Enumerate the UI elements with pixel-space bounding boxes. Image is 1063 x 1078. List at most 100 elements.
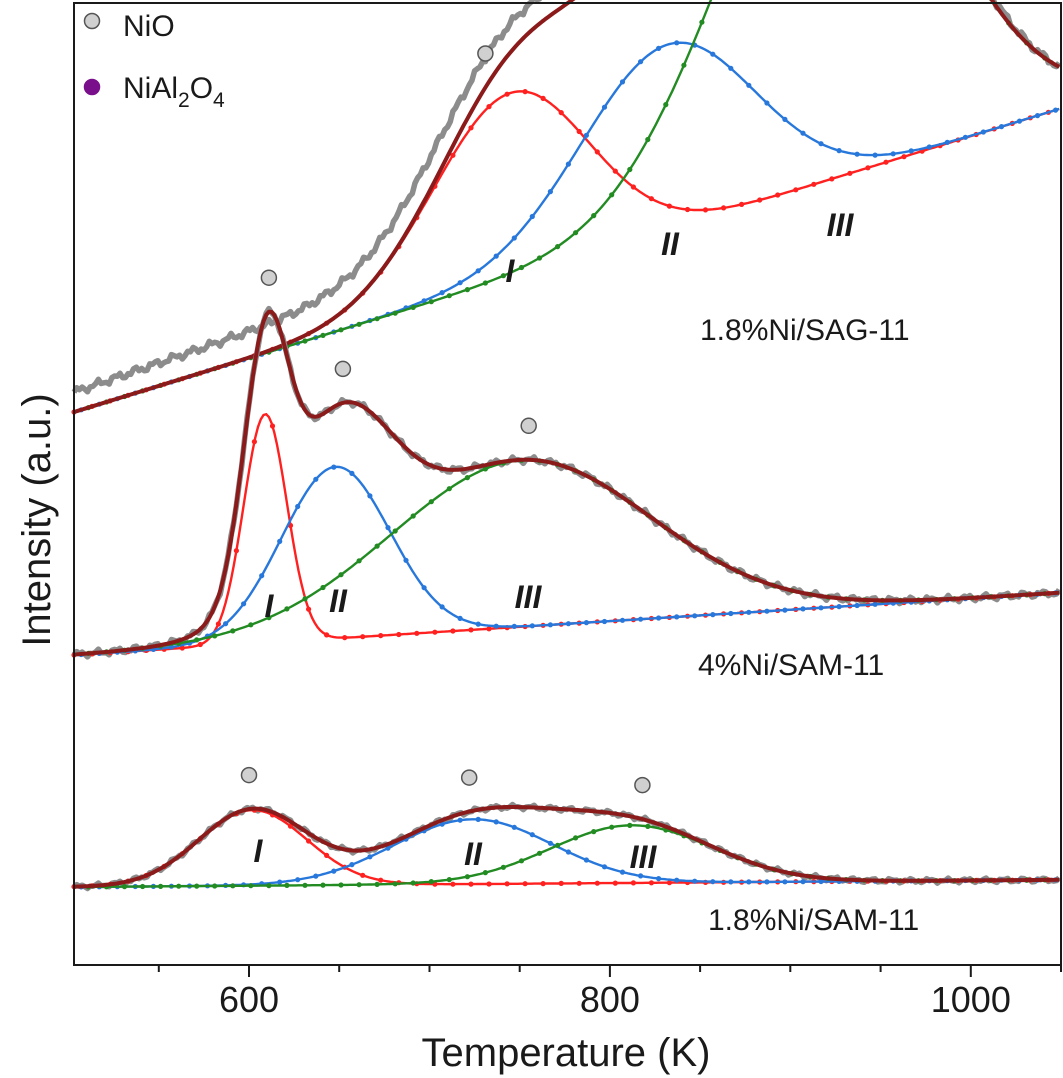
peak-fit-point: [338, 572, 344, 578]
peak-fit-point: [601, 618, 608, 625]
peak-fit-point: [522, 89, 528, 95]
x-axis-ticks: 600 800 1000: [157, 965, 1062, 1020]
peak-fit-point: [320, 332, 326, 338]
peak-fit-point: [457, 817, 463, 823]
peak-fit-point: [179, 645, 185, 651]
peak-fit-point: [439, 290, 445, 296]
peak-fit-point: [367, 854, 373, 860]
peak-fit-point: [428, 299, 434, 305]
peak-fit-point: [511, 824, 517, 830]
peak-fit-point: [746, 82, 752, 88]
peak-fit-point: [374, 543, 380, 549]
peak-fit-point: [378, 633, 384, 639]
peak-fit-point: [757, 197, 763, 203]
peak-fit-point: [468, 125, 474, 131]
peak-fit-point: [681, 62, 687, 68]
peak-fit-point: [547, 840, 554, 846]
peak-fit-point: [764, 100, 770, 106]
peak-label: III: [515, 579, 543, 615]
peak-fit-point: [410, 304, 416, 310]
peak-fit-point: [666, 880, 673, 886]
peak-fit-point: [450, 628, 456, 634]
peak-fit-point: [259, 573, 265, 579]
peak-fit-point: [414, 630, 420, 636]
peak-fit-point: [356, 321, 362, 327]
peak-fit-point: [500, 273, 506, 279]
peak-fit-point: [746, 609, 752, 615]
peak-fit-point: [446, 293, 452, 299]
peak-fit-point: [392, 310, 398, 316]
peak-fit-point: [450, 152, 456, 158]
peak-fit-point: [475, 816, 481, 823]
fit-envelope: [73, 0, 1061, 414]
peak-fit-point: [854, 602, 860, 609]
peak-fit-point: [576, 128, 582, 135]
peak-fit-point: [269, 423, 276, 429]
peak-fit-point: [674, 40, 680, 46]
peak-fit-point: [331, 868, 337, 874]
legend-nio-label: NiO: [123, 10, 175, 43]
legend: NiO NiAl2O4: [83, 10, 225, 112]
phase-marker-nio: [634, 776, 651, 794]
peak-fit-point: [511, 623, 517, 630]
peak-fit-point: [457, 615, 463, 622]
peak-fit-point: [728, 65, 734, 71]
peak-fit-point: [818, 605, 824, 611]
peak-fit-point: [594, 149, 600, 155]
peak-fit-point: [302, 338, 308, 344]
fit-envelope: [73, 805, 1060, 889]
x-axis-title: Temperature (K): [422, 1031, 711, 1075]
peak-fit-point: [800, 879, 806, 885]
peak-fit-point: [140, 883, 146, 890]
peak-fit-point: [619, 869, 626, 875]
peak-fit-point: [482, 280, 488, 286]
peak-fit-point: [212, 883, 218, 889]
phase-marker-nio: [460, 769, 478, 786]
peak-fit-point: [439, 821, 445, 827]
peak-fit-point: [721, 205, 727, 211]
peak-fit-point: [356, 882, 362, 888]
peak-fit-point: [320, 882, 326, 888]
peak-fit-point: [962, 134, 969, 140]
peak-fit-point: [284, 882, 290, 889]
peak-fit-point: [890, 151, 896, 157]
peak-fit-point: [475, 621, 481, 627]
peak-fit-point: [486, 104, 492, 110]
fit-envelope: [73, 309, 1060, 657]
peak-fit-point: [230, 883, 236, 889]
legend-nial2o4-marker-icon: [83, 78, 101, 96]
peak-fit-point: [428, 499, 434, 505]
peak-fit-point: [536, 850, 543, 856]
peak-fit-point: [540, 95, 546, 101]
peak-fit-point: [504, 91, 510, 97]
peak-fit-point: [306, 838, 312, 844]
plot-frame: [73, 2, 1062, 966]
peak-fit-point: [782, 879, 788, 885]
peak-fit-point: [601, 104, 608, 110]
peak-fit-point: [392, 528, 398, 534]
peak-fit-point: [295, 503, 301, 510]
peak-fit-point: [710, 612, 716, 618]
peak-fit-point: [883, 159, 889, 165]
peak-fit-I: [73, 412, 1060, 657]
peak-fit-point: [558, 880, 564, 887]
peak-fit-point: [464, 874, 470, 880]
peak-fit-point: [277, 538, 283, 545]
peak-fit-point: [998, 124, 1005, 130]
peak-fit-point: [403, 557, 409, 563]
peak-fit-point: [829, 176, 835, 182]
peak-fit-point: [313, 476, 319, 482]
peak-fit-point: [464, 475, 470, 481]
peak-fit-point: [446, 877, 452, 883]
peak-fit-point: [764, 879, 770, 885]
peak-fit-point: [338, 882, 344, 888]
peak-fit-point: [266, 883, 272, 889]
peak-fit-point: [248, 622, 254, 628]
peak-fit-point: [800, 130, 806, 136]
peak-fit-point: [645, 823, 651, 830]
peak-fit-point: [338, 327, 344, 333]
peak-fit-point: [684, 206, 691, 213]
peak-fit-point: [764, 608, 770, 614]
peak-fit-point: [302, 882, 308, 888]
